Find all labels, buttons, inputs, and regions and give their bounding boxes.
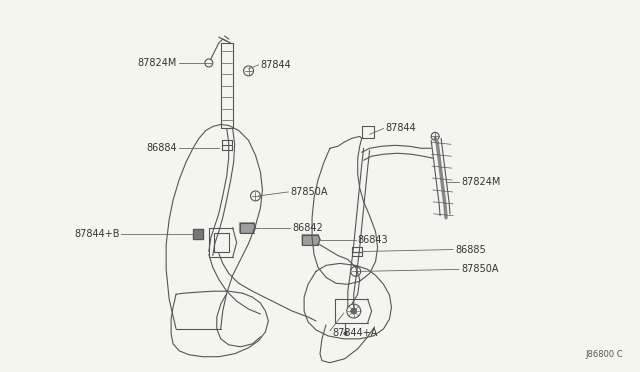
Text: 86842: 86842	[292, 223, 323, 233]
Polygon shape	[193, 229, 203, 238]
Polygon shape	[302, 235, 320, 244]
Polygon shape	[239, 223, 255, 232]
Circle shape	[351, 308, 356, 314]
Text: 87844+A: 87844+A	[332, 328, 378, 338]
Text: 87844: 87844	[260, 60, 291, 70]
Text: 87824M: 87824M	[138, 58, 177, 68]
Text: 87850A: 87850A	[461, 264, 499, 275]
Text: 87824M: 87824M	[461, 177, 500, 187]
Text: 86843: 86843	[358, 235, 388, 245]
Text: 87844+B: 87844+B	[74, 229, 120, 239]
Text: 87844: 87844	[385, 124, 416, 134]
Text: J86800 C: J86800 C	[585, 350, 623, 359]
Text: 86885: 86885	[455, 244, 486, 254]
Text: 86884: 86884	[147, 143, 177, 153]
Text: 87850A: 87850A	[290, 187, 328, 197]
